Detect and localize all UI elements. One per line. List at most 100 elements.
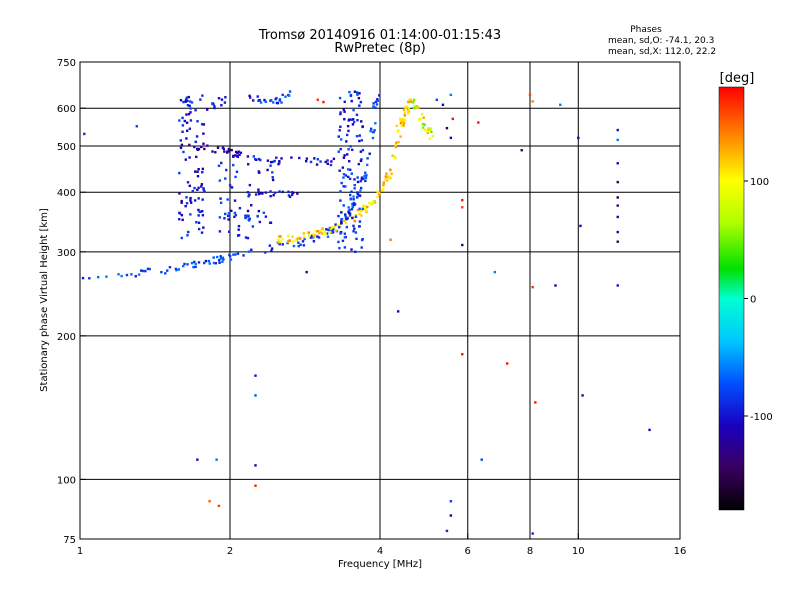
- x-tick-label: 1: [77, 546, 83, 557]
- trace-point-x-trace: [292, 240, 295, 243]
- trace-point-band-400: [278, 190, 281, 193]
- trace-point-spread-f3: [339, 125, 342, 128]
- trace-point-x-trace: [390, 172, 393, 175]
- trace-point-o-trace: [347, 206, 350, 209]
- trace-point-o-trace: [344, 216, 348, 219]
- trace-point-spread-f: [185, 202, 189, 205]
- trace-point-spread-f3: [355, 134, 359, 138]
- trace-point-spread-f3: [338, 129, 341, 132]
- trace-point-x-trace: [324, 232, 327, 235]
- trace-point-band-500: [232, 154, 235, 158]
- trace-point-spread-f: [181, 130, 184, 133]
- trace-point-o-trace: [316, 235, 319, 238]
- trace-point-x-upper: [429, 127, 432, 130]
- trace-point-spread-f2: [257, 188, 260, 191]
- trace-point-x-upper: [411, 101, 415, 104]
- scatter-point: [461, 353, 464, 356]
- trace-point-f-upper: [272, 101, 275, 104]
- trace-point-spread-f3: [360, 246, 363, 249]
- trace-point-band-400: [259, 191, 263, 195]
- trace-point-o-trace: [228, 253, 231, 257]
- trace-point-band-470: [266, 159, 270, 162]
- trace-point-x-trace: [384, 175, 388, 178]
- trace-point-spread-f3: [353, 203, 356, 207]
- trace-point-band-500: [203, 147, 206, 151]
- trace-point-x-trace: [313, 234, 317, 237]
- trace-point-o-trace: [346, 216, 349, 220]
- trace-point-spread-f: [200, 123, 204, 126]
- trace-point-o-trace: [190, 261, 194, 265]
- trace-point-x-trace: [277, 241, 280, 244]
- trace-point-spread-f: [200, 183, 204, 186]
- scatter-point: [389, 238, 392, 241]
- trace-point-o-trace: [375, 103, 379, 106]
- trace-point-spread-f2: [254, 193, 258, 196]
- trace-point-band-470: [330, 160, 333, 163]
- trace-point-spread-f2: [257, 209, 261, 213]
- y-tick-label: 75: [63, 535, 76, 546]
- trace-point-spread-f: [181, 124, 185, 127]
- trace-point-x-trace: [373, 201, 377, 204]
- trace-point-spread-f2: [227, 230, 231, 233]
- trace-point-spread-f3: [361, 237, 364, 241]
- trace-point-o-trace: [125, 273, 129, 277]
- trace-point-o-trace: [183, 262, 186, 266]
- trace-point-band-470: [298, 156, 301, 160]
- trace-point-band-470: [271, 160, 275, 164]
- trace-point-spread-f3: [343, 246, 347, 249]
- trace-point-band-470: [319, 160, 322, 163]
- trace-point-spread-f: [194, 108, 197, 112]
- trace-point-spread-f: [197, 197, 200, 200]
- trace-point-o-trace: [351, 205, 355, 208]
- trace-point-o-trace: [330, 229, 333, 232]
- trace-point-o-trace: [204, 259, 208, 263]
- trace-point-spread-f: [178, 218, 181, 221]
- trace-point-o-trace: [359, 179, 362, 183]
- trace-point-x-trace: [329, 230, 332, 234]
- trace-point-spread-f: [202, 132, 205, 135]
- trace-point-spread-f3: [343, 117, 346, 121]
- trace-point-spread-f2: [258, 171, 261, 174]
- trace-point-x-trace: [376, 195, 379, 198]
- trace-point-x-upper: [423, 123, 426, 126]
- trace-point-spread-f3: [342, 176, 345, 179]
- y-tick-label: 200: [57, 332, 76, 343]
- trace-point-band-360: [245, 214, 248, 218]
- trace-point-x-trace: [316, 229, 319, 233]
- trace-point-spread-f3: [352, 120, 356, 124]
- trace-point-x-trace: [394, 156, 397, 160]
- trace-point-band-360: [247, 219, 251, 222]
- trace-point-o-trace: [281, 243, 284, 246]
- trace-point-spread-f3: [345, 133, 349, 137]
- trace-point-o-trace: [194, 265, 197, 269]
- trace-point-o-trace: [326, 235, 330, 238]
- trace-point-x-trace: [371, 202, 374, 205]
- trace-point-o-trace: [351, 202, 354, 206]
- scatter-point: [648, 428, 651, 432]
- scatter-point: [254, 484, 257, 487]
- trace-point-spread-f2: [247, 195, 250, 198]
- scatter-point: [616, 284, 619, 287]
- trace-point-spread-f2: [220, 161, 223, 165]
- trace-point-x-trace: [402, 108, 406, 112]
- trace-point-spread-f3: [341, 239, 345, 243]
- trace-point-x-trace: [312, 235, 316, 239]
- trace-point-spread-f3: [356, 91, 359, 94]
- trace-point-spread-f: [185, 113, 188, 116]
- trace-point-f-upper: [280, 101, 283, 104]
- trace-point-o-trace: [207, 259, 211, 263]
- trace-point-x-trace: [394, 143, 397, 147]
- trace-point-o-trace: [317, 236, 321, 239]
- trace-point-o-trace: [218, 261, 221, 264]
- trace-point-band-470: [252, 155, 256, 158]
- trace-point-f-upper: [213, 105, 216, 108]
- trace-point-f-upper: [223, 101, 227, 104]
- trace-point-band-400: [287, 190, 290, 194]
- trace-point-spread-f2: [246, 236, 250, 240]
- trace-point-spread-f3: [343, 100, 346, 104]
- trace-point-spread-f3: [361, 148, 365, 152]
- trace-point-o-trace: [278, 243, 281, 246]
- trace-point-x-upper: [400, 124, 403, 128]
- trace-point-o-trace: [374, 122, 377, 125]
